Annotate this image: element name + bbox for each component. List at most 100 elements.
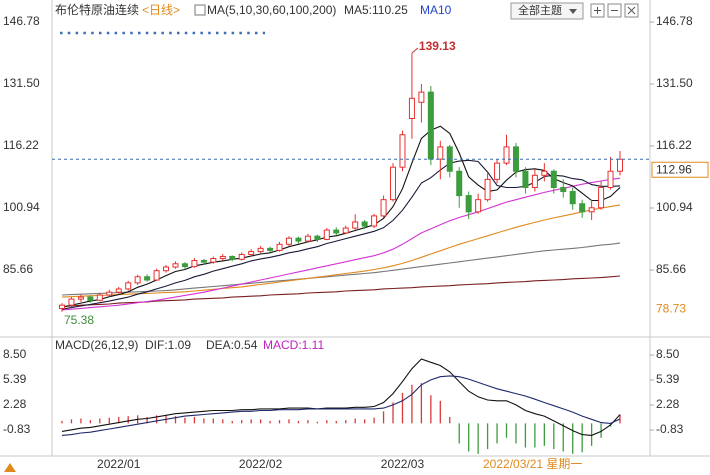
high-leader <box>411 47 419 54</box>
candle-body <box>588 207 595 213</box>
candle-body <box>371 215 378 227</box>
candle-body <box>115 288 122 293</box>
y-tick-label-right: 146.78 <box>656 14 693 28</box>
ma-line <box>61 375 621 436</box>
side-label: 78.73 <box>656 301 686 315</box>
ma-line <box>61 242 621 296</box>
candle-body <box>191 260 198 268</box>
candle-body <box>106 291 113 296</box>
candle-body <box>219 255 226 260</box>
candle-body <box>200 260 207 263</box>
theme-button[interactable] <box>510 2 584 20</box>
candle-body <box>408 97 415 119</box>
y-tick-label: 2.28 <box>3 397 27 411</box>
ma-params: MA(5,10,30,60,100,200) <box>207 3 336 17</box>
candle-body <box>96 294 103 301</box>
candle-body <box>598 186 605 209</box>
dea-label: DEA:0.54 <box>206 338 258 352</box>
y-tick-label: -0.83 <box>3 422 31 436</box>
instrument-title: 布伦特原油连续 <box>55 2 139 17</box>
candle-body <box>390 166 397 201</box>
ma-line <box>61 177 621 311</box>
y-tick-label: 146.78 <box>3 14 40 28</box>
y-tick-label-right: 85.66 <box>656 262 686 276</box>
candle-body <box>456 170 463 197</box>
y-tick-label-right: 8.50 <box>656 347 680 361</box>
candle-body <box>257 247 264 253</box>
candle-body <box>550 170 557 188</box>
ma-line <box>61 125 621 308</box>
y-tick-label-right: 5.39 <box>656 372 680 386</box>
y-tick-label-right: 100.94 <box>656 200 693 214</box>
candle-body <box>352 221 359 229</box>
x-tick-label: 2022/01 <box>97 457 141 471</box>
candle-body <box>333 229 340 234</box>
x-tick-label: 2022/03 <box>381 457 425 471</box>
candle-body <box>210 258 217 263</box>
ma-line <box>61 358 621 436</box>
candle-body <box>238 253 245 260</box>
current-price-box <box>651 161 709 178</box>
ma10-value: MA10 <box>420 3 452 17</box>
candle-body <box>427 91 434 160</box>
candle-body <box>494 162 501 180</box>
candle-body <box>465 195 472 213</box>
ma-checkbox[interactable] <box>194 4 206 16</box>
candle-body <box>125 282 132 290</box>
candle-body <box>437 146 444 160</box>
high-annotation: 139.13 <box>419 39 456 53</box>
candle-body <box>342 227 349 234</box>
y-tick-label: 100.94 <box>3 200 40 214</box>
candle-body <box>172 263 179 268</box>
y-tick-label-right: -0.83 <box>656 422 684 436</box>
y-tick-label: 131.50 <box>3 76 40 90</box>
x-tick-label: 2022/02 <box>239 457 283 471</box>
candle-body <box>484 178 491 201</box>
candle-body <box>399 134 406 168</box>
y-tick-label-right: 2.28 <box>656 397 680 411</box>
candle-body <box>380 199 387 217</box>
ma5-value: MA5:110.25 <box>344 3 408 17</box>
y-tick-label: 85.66 <box>3 262 33 276</box>
y-tick-label: 116.22 <box>3 138 39 152</box>
zoom-in-icon <box>594 7 601 14</box>
candle-body <box>144 276 151 281</box>
candle-body <box>531 174 538 188</box>
candle-body <box>77 296 84 300</box>
cursor-date-label: 2022/03/21 星期一 <box>483 457 582 471</box>
macd-label: MACD:1.11 <box>263 338 324 352</box>
theme-button-label: 全部主题 <box>518 3 562 17</box>
candle-body <box>323 229 330 240</box>
ma-line <box>61 275 621 307</box>
macd-title: MACD(26,12,9) <box>55 338 138 352</box>
corner-icon <box>4 463 16 472</box>
candle-body <box>475 199 482 213</box>
candle-body <box>418 91 425 103</box>
candle-body <box>59 304 65 309</box>
candle-body <box>68 298 75 306</box>
dropdown-arrow <box>569 9 577 14</box>
candle-body <box>579 203 586 213</box>
candle-body <box>181 263 188 268</box>
candle-body <box>285 237 292 245</box>
candle-body <box>276 243 283 251</box>
candle-body <box>267 247 274 251</box>
y-tick-label: 8.50 <box>3 347 27 361</box>
candle-body <box>314 235 321 240</box>
candle-body <box>229 255 236 260</box>
candle-body <box>134 276 141 284</box>
low-annotation: 75.38 <box>64 313 94 327</box>
candle-body <box>541 170 548 176</box>
y-tick-label-right: 131.50 <box>656 76 693 90</box>
candle-body <box>304 235 311 242</box>
candle-body <box>617 158 623 172</box>
period-selector[interactable]: <日线> <box>142 3 180 17</box>
y-tick-label: 5.39 <box>3 372 27 386</box>
candle-body <box>560 186 567 193</box>
candle-body <box>522 170 529 188</box>
candle-body <box>87 296 94 301</box>
ma-line <box>61 204 621 298</box>
candle-body <box>295 237 302 242</box>
candle-body <box>361 221 368 227</box>
